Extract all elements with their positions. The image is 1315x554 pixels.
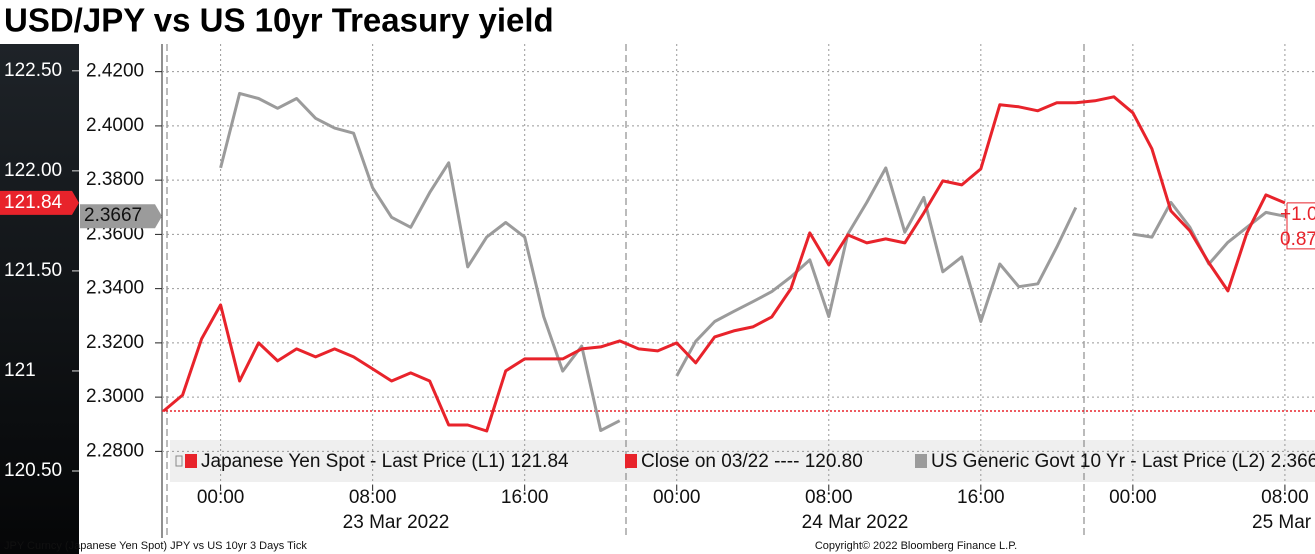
annotation: 0.87 — [1280, 229, 1315, 250]
y-tick-label: 121 — [4, 360, 36, 381]
last-value-tag — [80, 204, 162, 229]
x-tick-label: 08:00 — [1261, 487, 1309, 508]
legend-label: Japanese Yen Spot - Last Price (L1) 121.… — [201, 451, 569, 472]
y-tick-label: 122.50 — [4, 60, 62, 81]
y2-tick-label: 2.3400 — [86, 278, 144, 299]
y-tick-label: 121.50 — [4, 260, 62, 281]
y-tick-label: 122.00 — [4, 160, 62, 181]
x-tick-label: 00:00 — [1109, 487, 1157, 508]
y-tick-label: 120.50 — [4, 460, 62, 481]
last-value-tag — [0, 190, 79, 215]
annotation: +1.0 — [1280, 204, 1315, 225]
left-axis-panel — [0, 44, 79, 554]
x-tick-label: 08:00 — [805, 487, 853, 508]
date-label: 23 Mar 2022 — [343, 512, 450, 533]
x-tick-label: 00:00 — [653, 487, 701, 508]
legend-label: US Generic Govt 10 Yr - Last Price (L2) … — [931, 451, 1315, 472]
footer-source: JPY Curncy (Japanese Yen Spot) JPY vs US… — [4, 540, 307, 552]
y2-tick-label: 2.4200 — [86, 61, 144, 82]
x-tick-label: 16:00 — [501, 487, 549, 508]
y2-tick-label: 2.3800 — [86, 169, 144, 190]
footer-copyright: Copyright© 2022 Bloomberg Finance L.P. — [815, 540, 1017, 552]
legend-label: Close on 03/22 ---- 120.80 — [641, 451, 863, 472]
annotation-bracket — [1286, 202, 1315, 250]
last-value-label: 2.3667 — [84, 205, 142, 226]
x-tick-label: 16:00 — [957, 487, 1005, 508]
legend-panel — [170, 440, 1315, 482]
y2-tick-label: 2.3600 — [86, 223, 144, 244]
legend: Japanese Yen Spot - Last Price (L1) 121.… — [175, 451, 1315, 472]
date-label: 24 Mar 2022 — [802, 512, 909, 533]
last-value-label: 121.84 — [4, 192, 63, 213]
y2-tick-label: 2.2800 — [86, 440, 144, 461]
date-label: 25 Mar — [1252, 512, 1312, 533]
legend-swatch — [185, 454, 197, 468]
legend-icon — [175, 455, 183, 467]
x-tick-label: 08:00 — [349, 487, 397, 508]
y2-tick-label: 2.3000 — [86, 386, 144, 407]
x-tick-label: 00:00 — [197, 487, 245, 508]
legend-swatch — [625, 454, 637, 468]
legend-swatch — [915, 454, 927, 468]
series-line — [162, 95, 1286, 433]
y2-tick-label: 2.3200 — [86, 332, 144, 353]
y2-tick-label: 2.4000 — [86, 115, 144, 136]
chart-title: USD/JPY vs US 10yr Treasury yield — [4, 2, 554, 39]
